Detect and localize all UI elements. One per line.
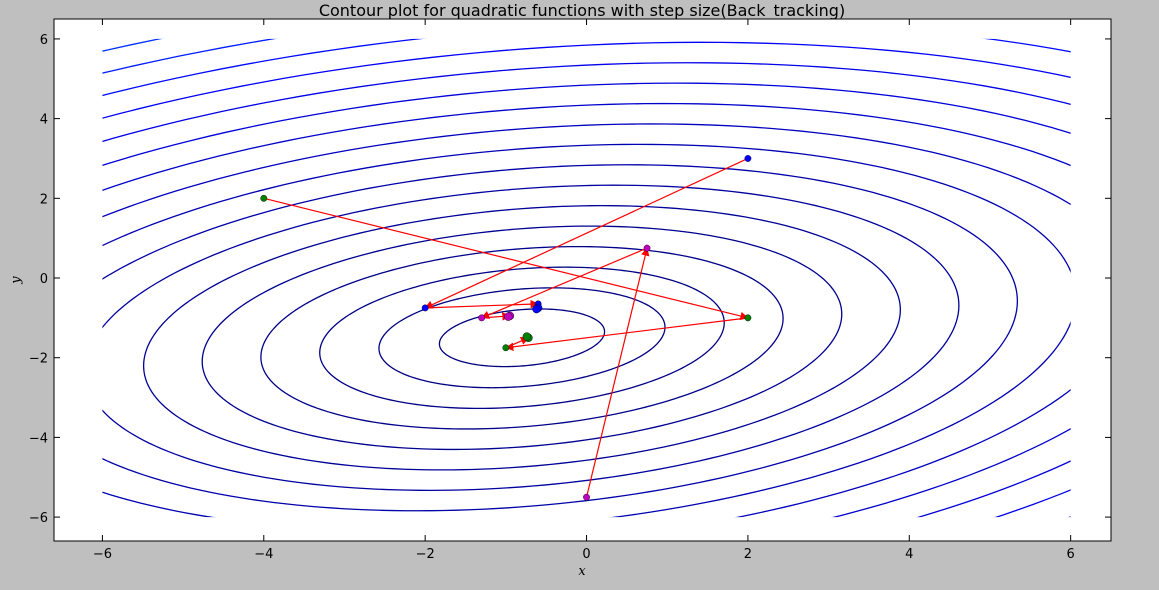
y-axis-label: y: [9, 276, 24, 285]
blue-path-point-0: [745, 155, 751, 161]
x-tick-label: 2: [744, 547, 752, 562]
magenta-path-point-4: [504, 313, 512, 321]
y-tick-label: −4: [29, 431, 48, 446]
green-path-point-0: [261, 195, 267, 201]
blue-path-point-1: [422, 305, 428, 311]
blue-path-point-4: [533, 305, 541, 313]
magenta-path-point-2: [478, 315, 484, 321]
y-tick-label: 2: [40, 192, 48, 207]
chart-title: Contour plot for quadratic functions wit…: [319, 1, 845, 21]
magenta-path-point-0: [583, 494, 589, 500]
x-tick-label: 4: [905, 547, 913, 562]
y-tick-label: −2: [29, 352, 48, 367]
x-tick-label: 6: [1067, 547, 1075, 562]
x-tick-label: −2: [416, 547, 435, 562]
green-path-point-4: [523, 333, 531, 341]
x-tick-label: −4: [254, 547, 273, 562]
y-tick-label: 6: [40, 33, 48, 48]
x-tick-label: −6: [93, 547, 112, 562]
y-tick-label: −6: [29, 511, 48, 526]
x-tick-label: 0: [582, 547, 590, 562]
y-tick-label: 4: [40, 113, 48, 128]
magenta-path-point-1: [644, 245, 650, 251]
green-path-point-1: [745, 315, 751, 321]
green-path-point-2: [503, 345, 509, 351]
x-axis-label: x: [578, 564, 586, 579]
y-tick-label: 0: [40, 272, 48, 287]
